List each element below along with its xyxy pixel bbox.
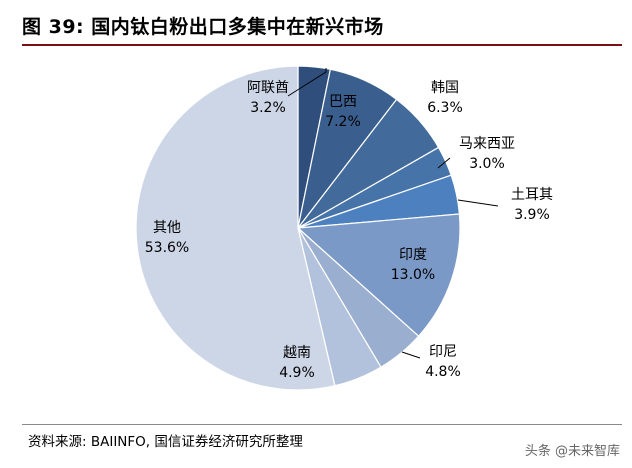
- slice-value-label: 4.9%: [279, 365, 315, 381]
- watermark: 头条 @未来智库: [524, 444, 620, 459]
- slice-value-label: 3.0%: [469, 156, 505, 172]
- slice-name-label: 巴西: [329, 94, 357, 110]
- slice-name-label: 印尼: [429, 344, 457, 360]
- slice-value-label: 4.8%: [425, 364, 461, 380]
- leader-line-4: [437, 157, 451, 169]
- pie-slice-6: [296, 213, 461, 338]
- slice-name-label: 印度: [399, 247, 427, 263]
- slice-value-label: 7.2%: [325, 114, 361, 130]
- title-divider: [22, 44, 622, 46]
- slice-name-label: 马来西亚: [459, 136, 515, 152]
- footer-divider: [22, 424, 622, 425]
- slice-value-label: 3.9%: [514, 207, 550, 223]
- pie-slice-9: [135, 65, 336, 391]
- slice-value-label: 3.2%: [250, 100, 286, 116]
- leader-line-5: [457, 199, 499, 207]
- leader-line-1: [287, 68, 327, 97]
- leader-line-7: [401, 351, 421, 359]
- slice-name-label: 阿联酋: [247, 79, 289, 96]
- chart-title: 图 39: 国内钛白粉出口多集中在新兴市场: [22, 16, 384, 38]
- slice-name-label: 越南: [283, 345, 311, 361]
- slice-value-label: 13.0%: [391, 267, 435, 283]
- slice-name-label: 土耳其: [511, 187, 553, 203]
- slice-name-label: 韩国: [431, 80, 459, 96]
- slice-value-label: 6.3%: [427, 100, 463, 116]
- slice-value-label: 53.6%: [145, 240, 189, 256]
- source-note: 资料来源: BAIINFO, 国信证券经济研究所整理: [28, 434, 303, 450]
- slice-name-label: 其他: [153, 220, 181, 236]
- pie-chart: 阿联酋 3.2% 巴西 7.2% 韩国 6.3% 马来西亚 3.0% 土耳其 3.9% 印度 13.0…: [135, 65, 553, 391]
